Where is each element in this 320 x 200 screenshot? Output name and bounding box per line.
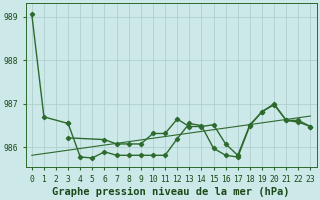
X-axis label: Graphe pression niveau de la mer (hPa): Graphe pression niveau de la mer (hPa) — [52, 186, 290, 197]
